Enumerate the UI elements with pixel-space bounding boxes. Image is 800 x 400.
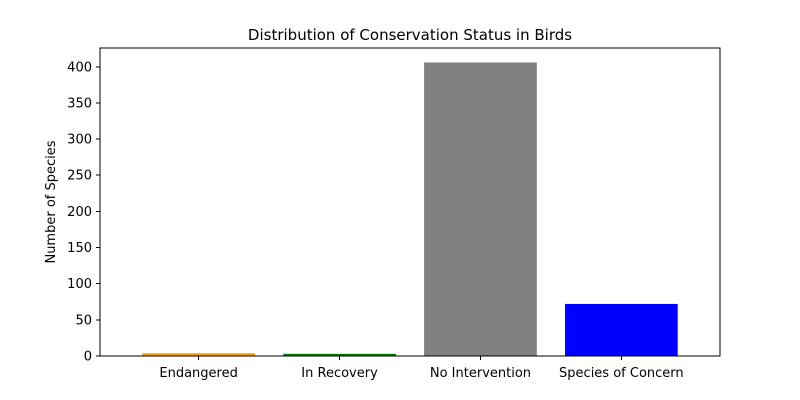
y-tick-label: 300 [67,133,92,148]
chart-title: Distribution of Conservation Status in B… [248,26,572,44]
y-axis-label: Number of Species [44,140,59,263]
y-tick-label: 150 [67,241,92,256]
bar-endangered [142,353,255,356]
x-tick-label: Species of Concern [559,366,684,381]
y-tick-label: 50 [75,313,92,328]
bar-no-intervention [424,62,537,357]
x-tick-label: In Recovery [301,366,378,381]
x-tick-label: No Intervention [430,366,531,381]
y-tick-label: 400 [67,60,92,75]
bar-species-of-concern [565,303,678,356]
y-tick-label: 100 [67,277,92,292]
y-tick-label: 250 [67,169,92,184]
plot-frame [99,47,721,357]
x-tick-label: Endangered [159,366,237,381]
bar-in-recovery [283,353,396,356]
plot-area: Endangered In Recovery No Intervention Spec… [67,47,721,381]
y-tick-label: 0 [84,350,92,365]
y-tick-label: 200 [67,205,92,220]
y-tick-label: 350 [67,96,92,111]
